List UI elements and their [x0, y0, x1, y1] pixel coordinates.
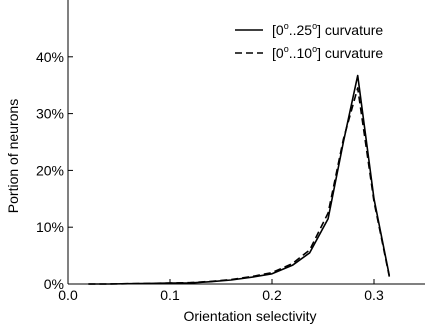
series-layer [88, 74, 391, 285]
y-tick-label: 0% [44, 276, 64, 292]
y-tick-label: 30% [36, 106, 64, 122]
x-axis-label: Orientation selectivity [183, 308, 316, 324]
legend-label-1: [0o..25o] curvature [272, 21, 383, 38]
x-tick-label: 0.3 [364, 287, 384, 303]
x-tick-label: 0.2 [262, 287, 282, 303]
series-line-1 [88, 74, 391, 285]
y-axis-label: Portion of neurons [5, 99, 21, 213]
axis-ticks: 0.0 0.1 0.2 0.3 0% 10% 20% 30% 40% [36, 49, 384, 303]
x-tick-label: 0.0 [58, 287, 78, 303]
x-tick-label: 0.1 [160, 287, 180, 303]
legend-label-2: [0o..10o] curvature [272, 44, 383, 61]
series-line-2 [88, 87, 391, 285]
y-tick-label: 20% [36, 162, 64, 178]
axes-frame [67, 0, 425, 285]
y-tick-label: 10% [36, 219, 64, 235]
y-tick-label: 40% [36, 49, 64, 65]
legend: [0o..25o] curvature [0o..10o] curvature [235, 21, 383, 61]
